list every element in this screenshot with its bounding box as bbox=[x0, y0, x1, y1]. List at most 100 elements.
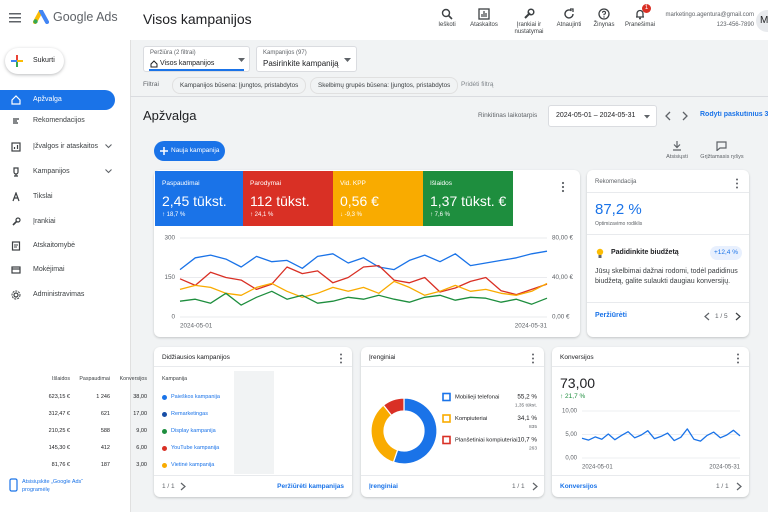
more-menu[interactable] bbox=[338, 353, 344, 364]
campaign-name[interactable]: Paieškos kampanija bbox=[171, 394, 220, 400]
tool-icon bbox=[598, 8, 610, 20]
tool-button[interactable]: Ieškoti bbox=[423, 3, 471, 40]
nav-item[interactable]: Tikslai bbox=[0, 188, 115, 206]
nav-icon bbox=[11, 266, 21, 274]
metric-tile[interactable]: Vid. KPP 0,56 € ↓ -9,3 % bbox=[333, 171, 423, 226]
phone-icon bbox=[9, 478, 18, 492]
pager: 1 / 1 bbox=[162, 483, 175, 490]
add-filter[interactable]: Pridėti filtrą bbox=[461, 81, 494, 88]
view-underline bbox=[149, 69, 244, 71]
view-campaigns-link[interactable]: Peržiūrėti kampanijas bbox=[277, 483, 344, 490]
conversions-card: Konversijos 73,00 ↑ 21,7 % Konversijos 1… bbox=[552, 347, 749, 497]
row-dot bbox=[162, 429, 167, 434]
create-label: Sukurti bbox=[33, 57, 55, 64]
card-title: Įrenginiai bbox=[369, 354, 396, 361]
rec-title: Rekomendacija bbox=[595, 179, 637, 185]
tool-button[interactable]: Žinynas bbox=[580, 3, 628, 40]
campaign-name[interactable]: Vietinė kampanija bbox=[171, 462, 215, 468]
date-label: Rinkitinas laikotarpis bbox=[478, 112, 538, 119]
new-campaign-button[interactable]: Nauja kampanija bbox=[154, 141, 225, 161]
column-header: Kampanija bbox=[162, 376, 188, 382]
devices-card: Įrenginiai Įrenginiai 1 / 1 bbox=[361, 347, 544, 497]
plus-icon bbox=[160, 147, 168, 155]
date-range: 2024-05-01 – 2024-05-31 bbox=[556, 112, 636, 119]
divider bbox=[154, 366, 352, 367]
nav-item[interactable]: Administravimas bbox=[0, 286, 115, 304]
nav-item[interactable]: Rekomendacijos bbox=[0, 112, 115, 130]
nav-item[interactable]: Apžvalga bbox=[0, 91, 115, 109]
more-menu[interactable] bbox=[735, 353, 741, 364]
metric-value: 0,56 € bbox=[340, 193, 379, 209]
more-menu[interactable] bbox=[530, 353, 536, 364]
divider bbox=[361, 475, 544, 476]
nav-label: Apžvalga bbox=[33, 96, 62, 103]
filter-chip[interactable]: Skelbimų grupės būsena: Įjungtos, prista… bbox=[310, 77, 459, 94]
metric-tile[interactable]: Išlaidos 1,37 tūkst. € ↑ 7,6 % bbox=[423, 171, 513, 226]
next-arrow[interactable] bbox=[531, 482, 539, 491]
nav-item[interactable]: Įžvalgos ir ataskaitos bbox=[0, 138, 115, 156]
nav-label: Tikslai bbox=[33, 193, 53, 200]
tool-button[interactable]: Atnaujinti bbox=[545, 3, 593, 40]
tool-button[interactable]: Ataskaitos bbox=[460, 3, 508, 40]
top-bar bbox=[0, 0, 768, 40]
show-last-link[interactable]: Rodyti paskutinius 30 d. bbox=[700, 111, 768, 118]
nav-icon bbox=[13, 118, 19, 124]
next-arrow[interactable] bbox=[179, 482, 187, 491]
plus-icon bbox=[11, 55, 23, 67]
next-arrow[interactable] bbox=[735, 482, 743, 491]
bulb-icon bbox=[596, 248, 604, 258]
filter-chip[interactable]: Kampanijos būsena: Įjungtos, pristabdyto… bbox=[172, 77, 307, 94]
table-cell: 621 bbox=[100, 411, 110, 417]
metric-value: 112 tūkst. bbox=[250, 193, 310, 209]
date-arrows[interactable] bbox=[664, 111, 692, 121]
table-cell: 187 bbox=[100, 462, 110, 468]
view-dropdown[interactable]: Peržiūra (2 filtrai) Visos kampanijos bbox=[143, 46, 250, 72]
conversions-link[interactable]: Konversijos bbox=[560, 483, 598, 490]
more-menu[interactable] bbox=[560, 181, 566, 193]
app-promo[interactable]: Atsisiųskite „Google Ads“ programėlę bbox=[22, 479, 84, 493]
table-cell: 210,25 € bbox=[48, 428, 70, 434]
tool-label: Ataskaitos bbox=[470, 22, 498, 28]
tool-button[interactable]: Įrankiai ir nustatymai bbox=[505, 3, 553, 40]
create-button[interactable]: Sukurti bbox=[5, 48, 64, 74]
account-id: 123-456-7890 bbox=[716, 22, 754, 28]
chevron bbox=[105, 144, 112, 149]
table-cell: 38,00 bbox=[133, 394, 147, 400]
next-arrow[interactable] bbox=[734, 312, 742, 321]
new-campaign-label: Nauja kampanija bbox=[171, 147, 220, 154]
campaign-dropdown[interactable]: Kampanijos (97) Pasirinkite kampaniją bbox=[256, 46, 357, 72]
metric-label: Parodymai bbox=[250, 180, 282, 187]
more-menu[interactable] bbox=[734, 178, 740, 189]
active-nav-bg bbox=[0, 90, 115, 110]
table-cell: 17,00 bbox=[133, 411, 147, 417]
divider bbox=[154, 475, 352, 476]
rec-action[interactable]: Peržiūrėti bbox=[595, 312, 627, 319]
campaign-name[interactable]: Remarketingas bbox=[171, 411, 208, 417]
divider bbox=[130, 96, 768, 97]
tool-button[interactable]: Pranešimai bbox=[616, 3, 664, 40]
nav-item[interactable]: Kampanijos bbox=[0, 163, 115, 181]
table-cell: 312,47 € bbox=[48, 411, 70, 417]
campaign-name[interactable]: YouTube kampanija bbox=[171, 445, 220, 451]
nav-item[interactable]: Mokėjimai bbox=[0, 261, 115, 279]
download-icon[interactable] bbox=[672, 141, 682, 151]
column-header: Konversijos bbox=[119, 376, 147, 382]
menu-icon[interactable] bbox=[9, 12, 23, 24]
feedback-icon[interactable] bbox=[716, 141, 727, 151]
table-cell: 588 bbox=[100, 428, 110, 434]
nav-item[interactable]: Įrankiai bbox=[0, 213, 115, 231]
campaign-name[interactable]: Display kampanija bbox=[171, 428, 216, 434]
rec-pager: 1 / 5 bbox=[715, 313, 728, 320]
date-picker[interactable]: 2024-05-01 – 2024-05-31 bbox=[548, 105, 657, 127]
metric-tile[interactable]: Parodymai 112 tūkst. ↑ 24,1 % bbox=[243, 171, 333, 226]
prev-arrow[interactable] bbox=[703, 312, 711, 321]
metric-label: Vid. KPP bbox=[340, 180, 366, 187]
nav-item[interactable]: Atskaitomybė bbox=[0, 237, 115, 255]
notification-badge: 1 bbox=[642, 4, 651, 13]
row-dot bbox=[162, 395, 167, 400]
nav-icon bbox=[12, 192, 20, 202]
metric-tile[interactable]: Paspaudimai 2,45 tūkst. ↑ 18,7 % bbox=[155, 171, 243, 226]
metric-change: ↑ 24,1 % bbox=[250, 212, 274, 218]
avatar[interactable]: M bbox=[756, 10, 768, 32]
devices-link[interactable]: Įrenginiai bbox=[369, 483, 398, 490]
